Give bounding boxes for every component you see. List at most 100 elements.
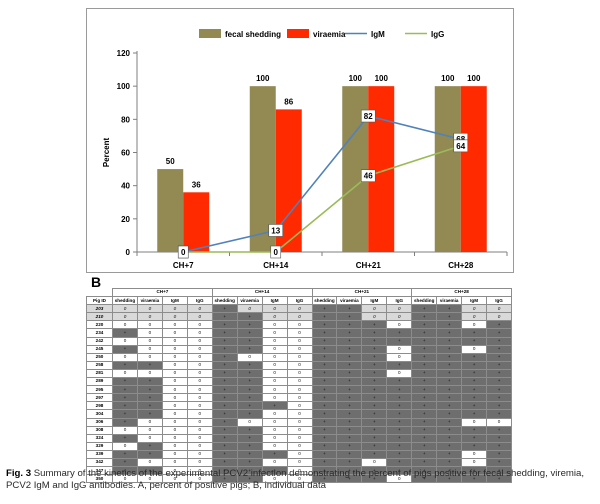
negative-cell: 0 (286, 328, 313, 338)
positive-cell: + (261, 401, 288, 411)
positive-cell: + (311, 457, 338, 468)
positive-cell: + (386, 401, 413, 411)
positive-cell: + (361, 433, 388, 443)
negative-cell: 0 (112, 368, 138, 379)
positive-cell: + (411, 304, 438, 314)
positive-cell: + (436, 433, 463, 443)
positive-cell: + (136, 401, 163, 411)
table-sub-header: shedding (211, 296, 238, 306)
positive-cell: + (436, 344, 463, 354)
table-sub-header: IgM (261, 296, 288, 306)
positive-cell: + (411, 457, 438, 468)
negative-cell: 0 (161, 449, 188, 459)
positive-cell: + (436, 441, 463, 451)
negative-cell: 0 (386, 312, 413, 322)
positive-cell: + (236, 368, 263, 379)
table-group-header: CH+28 (411, 287, 512, 298)
line-value-text: 0 (181, 248, 186, 257)
negative-cell: 0 (286, 360, 313, 370)
negative-cell: 0 (186, 320, 213, 330)
positive-cell: + (361, 449, 388, 459)
negative-cell: 0 (486, 417, 512, 427)
legend-item: IgG (405, 30, 444, 39)
positive-cell: + (336, 312, 363, 322)
negative-cell: 0 (112, 441, 138, 451)
pig-id-cell: 329 (86, 441, 113, 451)
positive-cell: + (436, 401, 463, 411)
positive-cell: + (386, 360, 413, 370)
negative-cell: 0 (361, 457, 388, 468)
negative-cell: 0 (161, 360, 188, 370)
negative-cell: 0 (261, 417, 288, 427)
negative-cell: 0 (161, 320, 188, 330)
bar-fecal-shedding (157, 169, 184, 252)
positive-cell: + (461, 352, 488, 362)
positive-cell: + (436, 360, 463, 370)
positive-cell: + (236, 433, 263, 443)
positive-cell: + (336, 441, 363, 451)
positive-cell: + (461, 328, 488, 338)
positive-cell: + (361, 425, 388, 435)
positive-cell: + (411, 377, 438, 387)
positive-cell: + (411, 352, 438, 362)
positive-cell: + (386, 409, 413, 419)
negative-cell: 0 (461, 457, 488, 468)
negative-cell: 0 (161, 401, 188, 411)
positive-cell: + (311, 425, 338, 435)
negative-cell: 0 (136, 425, 163, 435)
bar-viraemia (183, 192, 210, 252)
bar-value-label: 36 (192, 180, 201, 189)
individual-data-table: CH+7 CH+14 CH+21 CH+28 Pig ID shedding viraemi… (86, 287, 512, 484)
positive-cell: + (411, 409, 438, 419)
negative-cell: 0 (386, 368, 413, 379)
negative-cell: 0 (386, 352, 413, 362)
negative-cell: 0 (186, 425, 213, 435)
table-corner-cell (86, 288, 113, 298)
positive-cell: + (311, 417, 338, 427)
positive-cell: + (112, 377, 138, 387)
negative-cell: 0 (461, 304, 488, 314)
positive-cell: + (386, 417, 413, 427)
positive-cell: + (336, 449, 363, 459)
pig-id-cell: 234 (86, 328, 113, 338)
positive-cell: + (486, 336, 512, 346)
positive-cell: + (311, 385, 338, 395)
negative-cell: 0 (136, 312, 163, 322)
table-sub-header: shedding (311, 296, 338, 306)
positive-cell: + (436, 304, 463, 314)
table-sub-header: viraemia (236, 296, 263, 306)
positive-cell: + (112, 433, 138, 443)
table-sub-header: IgG (286, 296, 313, 306)
table-row: 347 + +0 0 + + +0 + + + + + + + + (86, 466, 512, 476)
positive-cell: + (361, 328, 388, 338)
pig-id-cell: 210 (86, 312, 113, 322)
positive-cell: + (411, 401, 438, 411)
individual-data-table-wrap: CH+7 CH+14 CH+21 CH+28 Pig ID shedding viraemi… (86, 287, 512, 484)
table-sub-header: viraemia (136, 296, 163, 306)
line-value-label-IgM: 82 (360, 109, 376, 123)
negative-cell: 0 (186, 433, 213, 443)
positive-cell: + (436, 457, 463, 468)
chart-frame: 0 20 40 60 80 100 120 Percent CH+7 CH+14 CH+21 CH+2… (86, 8, 514, 273)
positive-cell: + (461, 385, 488, 395)
positive-cell: + (211, 417, 238, 427)
positive-cell: + (211, 368, 238, 379)
table-group-header: CH+21 (311, 287, 413, 298)
positive-cell: + (311, 320, 338, 330)
negative-cell: 0 (186, 393, 213, 403)
negative-cell: 0 (186, 360, 213, 370)
positive-cell: + (486, 320, 512, 330)
pig-id-cell: 220 (86, 320, 113, 330)
positive-cell: + (211, 377, 238, 387)
positive-cell: + (411, 336, 438, 346)
positive-cell: + (336, 352, 363, 362)
positive-cell: + (461, 409, 488, 419)
positive-cell: + (411, 449, 438, 459)
positive-cell: + (112, 401, 138, 411)
bar-value-label: 86 (284, 97, 293, 106)
table-row: 281 0 0 0 0 + +0 0 + + +0 + + + + (86, 368, 512, 379)
table-row: 220 0 0 0 0 + +0 0 + + +0 + +0 + (86, 320, 512, 330)
negative-cell: 0 (112, 352, 138, 362)
positive-cell: + (112, 344, 138, 354)
positive-cell: + (486, 449, 512, 459)
